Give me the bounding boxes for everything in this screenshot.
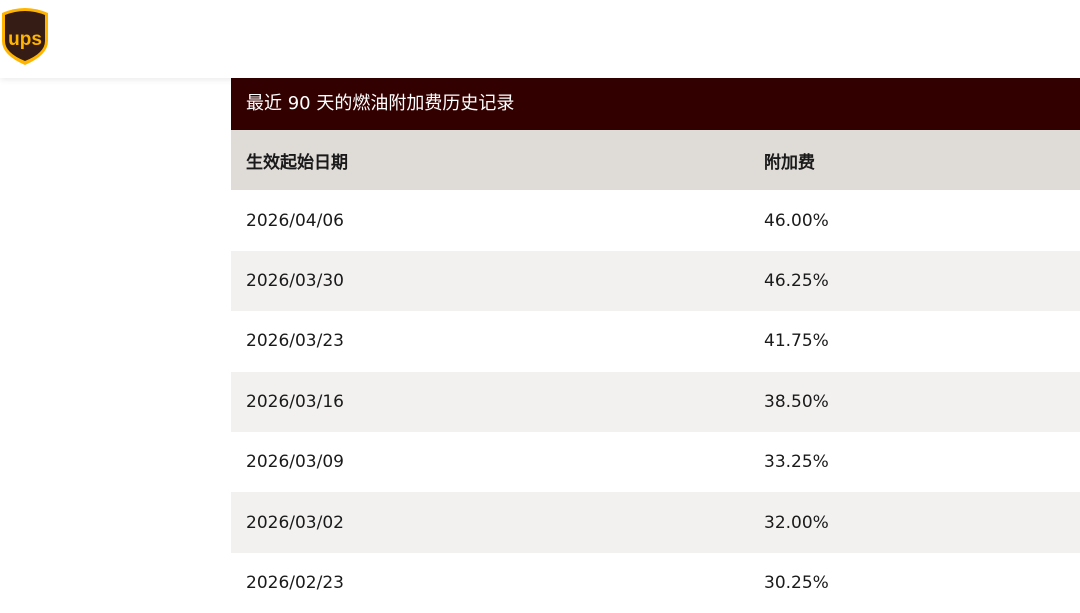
effective-date: 2026/02/23 — [246, 572, 344, 593]
effective-date: 2026/03/23 — [246, 331, 344, 352]
column-header-surcharge: 附加费 — [764, 152, 815, 173]
table-row: 2026/03/30 46.25% — [231, 250, 1080, 312]
surcharge-value: 32.00% — [764, 512, 829, 533]
ups-logo[interactable]: ups — [0, 5, 50, 65]
table-row: 2026/02/23 30.25% — [231, 553, 1080, 613]
table-caption: 最近 90 天的燃油附加费历史记录 — [231, 78, 1080, 130]
surcharge-value: 41.75% — [764, 331, 829, 352]
surcharge-value: 46.00% — [764, 210, 829, 231]
table-row: 2026/03/16 38.50% — [231, 371, 1080, 432]
site-header: ups — [0, 0, 1080, 78]
column-header-date: 生效起始日期 — [246, 152, 348, 173]
effective-date: 2026/03/16 — [246, 391, 344, 412]
fuel-surcharge-table: 最近 90 天的燃油附加费历史记录 生效起始日期 附加费 2026/04/06 4… — [231, 78, 1080, 613]
effective-date: 2026/04/06 — [246, 210, 344, 231]
effective-date: 2026/03/09 — [246, 452, 344, 473]
table-row: 2026/03/23 41.75% — [231, 311, 1080, 371]
svg-text:ups: ups — [8, 29, 42, 50]
table-row: 2026/04/06 46.00% — [231, 190, 1080, 250]
effective-date: 2026/03/02 — [246, 512, 344, 533]
table-row: 2026/03/02 32.00% — [231, 492, 1080, 553]
table-row: 2026/03/09 33.25% — [231, 432, 1080, 492]
surcharge-value: 33.25% — [764, 452, 829, 473]
effective-date: 2026/03/30 — [246, 270, 344, 291]
table-header-row: 生效起始日期 附加费 — [231, 130, 1080, 191]
surcharge-value: 46.25% — [764, 270, 829, 291]
surcharge-value: 30.25% — [764, 572, 829, 593]
surcharge-value: 38.50% — [764, 391, 829, 412]
